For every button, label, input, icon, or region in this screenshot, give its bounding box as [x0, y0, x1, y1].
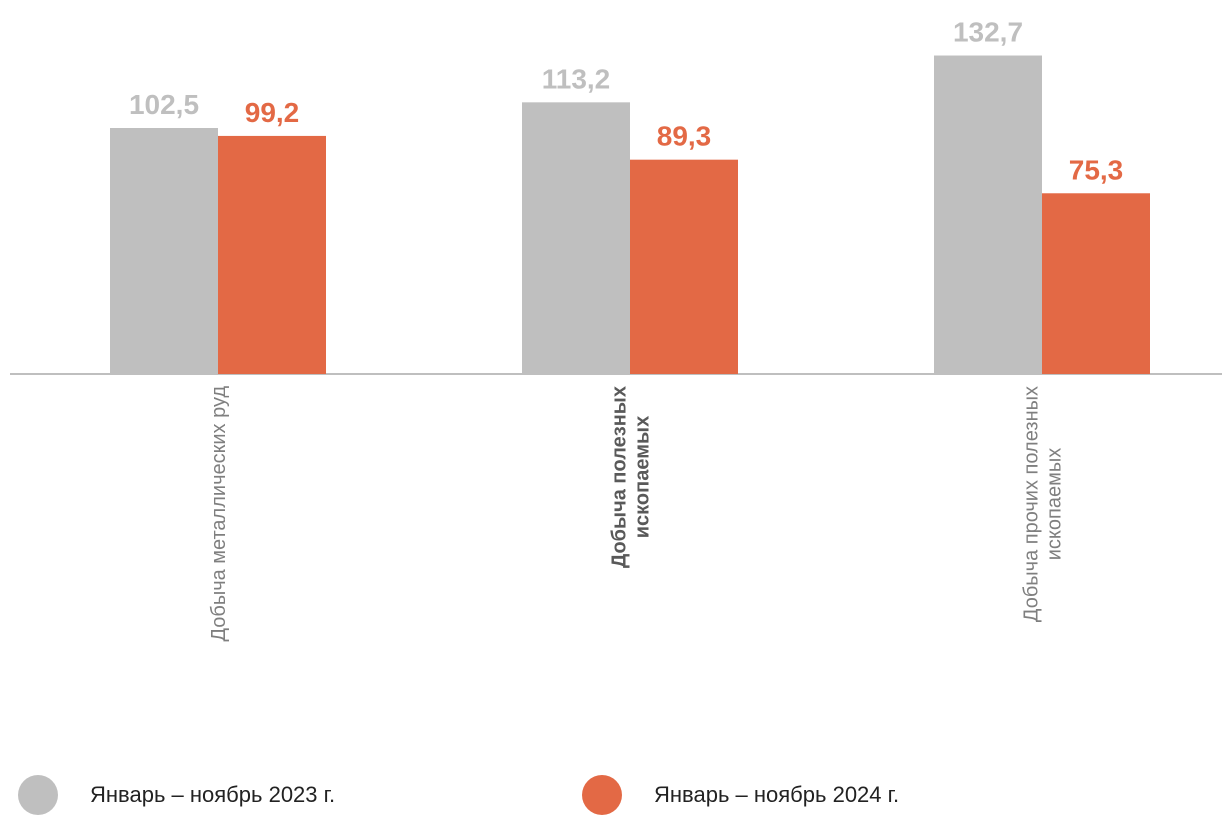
data-label-2023-0: 102,5: [129, 89, 199, 120]
bar-chart: 102,5 99,2 Добыча металлических руд 113,2 89…: [10, 17, 1222, 642]
category-label-1-line-1: ископаемых: [632, 416, 654, 538]
category-label-1: Добыча полезных ископаемых: [609, 386, 654, 568]
bar-2024-2: [1042, 193, 1150, 374]
bar-2023-1: [522, 102, 630, 374]
category-label-1-line-0: Добыча полезных: [609, 386, 631, 568]
category-label-2: Добыча прочих полезных ископаемых: [1021, 386, 1066, 622]
category-label-2-line-1: ископаемых: [1044, 448, 1066, 560]
legend-marker-2024: [582, 775, 622, 815]
bar-2024-1: [630, 159, 738, 374]
data-label-2024-1: 89,3: [657, 121, 712, 152]
category-label-0-line-0: Добыча металлических руд: [208, 386, 230, 642]
data-label-2024-2: 75,3: [1069, 154, 1124, 185]
legend-label-2024: Январь – ноябрь 2024 г.: [654, 782, 900, 807]
data-label-2023-2: 132,7: [953, 17, 1023, 48]
legend-item-2023: Январь – ноябрь 2023 г.: [18, 775, 335, 815]
bar-2024-0: [218, 135, 326, 374]
data-label-2023-1: 113,2: [542, 63, 611, 94]
category-label-0: Добыча металлических руд: [208, 386, 230, 642]
bar-2023-2: [934, 55, 1042, 375]
category-label-2-line-0: Добыча прочих полезных: [1021, 386, 1043, 622]
legend-item-2024: Январь – ноябрь 2024 г.: [582, 775, 899, 815]
legend-label-2023: Январь – ноябрь 2023 г.: [90, 782, 336, 807]
legend-marker-2023: [18, 775, 58, 815]
bar-2023-0: [110, 128, 218, 374]
data-label-2024-0: 99,2: [245, 97, 300, 128]
